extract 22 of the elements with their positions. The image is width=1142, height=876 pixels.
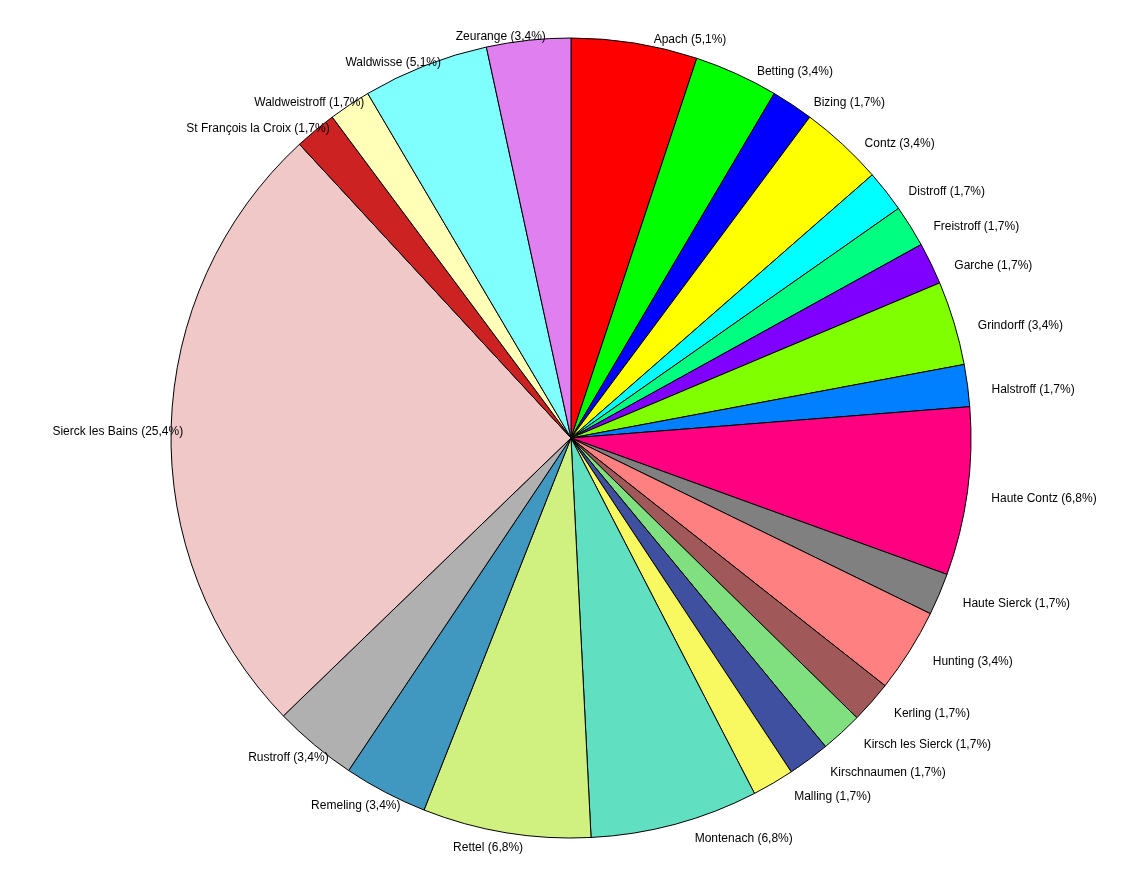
slice-label: Apach (5,1%) xyxy=(653,32,727,47)
slice-label: Kerling (1,7%) xyxy=(893,706,970,721)
slice-label: Grindorff (3,4%) xyxy=(977,318,1064,333)
slice-label: Rustroff (3,4%) xyxy=(248,749,329,764)
slice-label: Kirsch les Sierck (1,7%) xyxy=(863,737,992,752)
slice-label: Rettel (6,8%) xyxy=(453,839,524,854)
slice-label: Hunting (3,4%) xyxy=(932,653,1013,668)
slice-label: Zeurange (3,4%) xyxy=(455,29,546,44)
slice-label: Kirschnaumen (1,7%) xyxy=(830,764,946,779)
slice-label: Betting (3,4%) xyxy=(756,63,833,78)
slice-label: Malling (1,7%) xyxy=(794,788,871,803)
slice-label: Waldwisse (5,1%) xyxy=(345,55,442,70)
slice-label: Freistroff (1,7%) xyxy=(933,219,1020,234)
slice-label: Bizing (1,7%) xyxy=(813,95,886,110)
slice-label: Haute Contz (6,8%) xyxy=(991,490,1097,505)
slice-label: Distroff (1,7%) xyxy=(908,183,986,198)
slice-label: Contz (3,4%) xyxy=(864,135,935,150)
slice-label: Remeling (3,4%) xyxy=(311,798,401,813)
slice-label: Montenach (6,8%) xyxy=(694,830,793,845)
slice-label: Haute Sierck (1,7%) xyxy=(962,595,1071,610)
slice-label: Garche (1,7%) xyxy=(954,257,1033,272)
slice-label: Halstroff (1,7%) xyxy=(991,382,1075,397)
